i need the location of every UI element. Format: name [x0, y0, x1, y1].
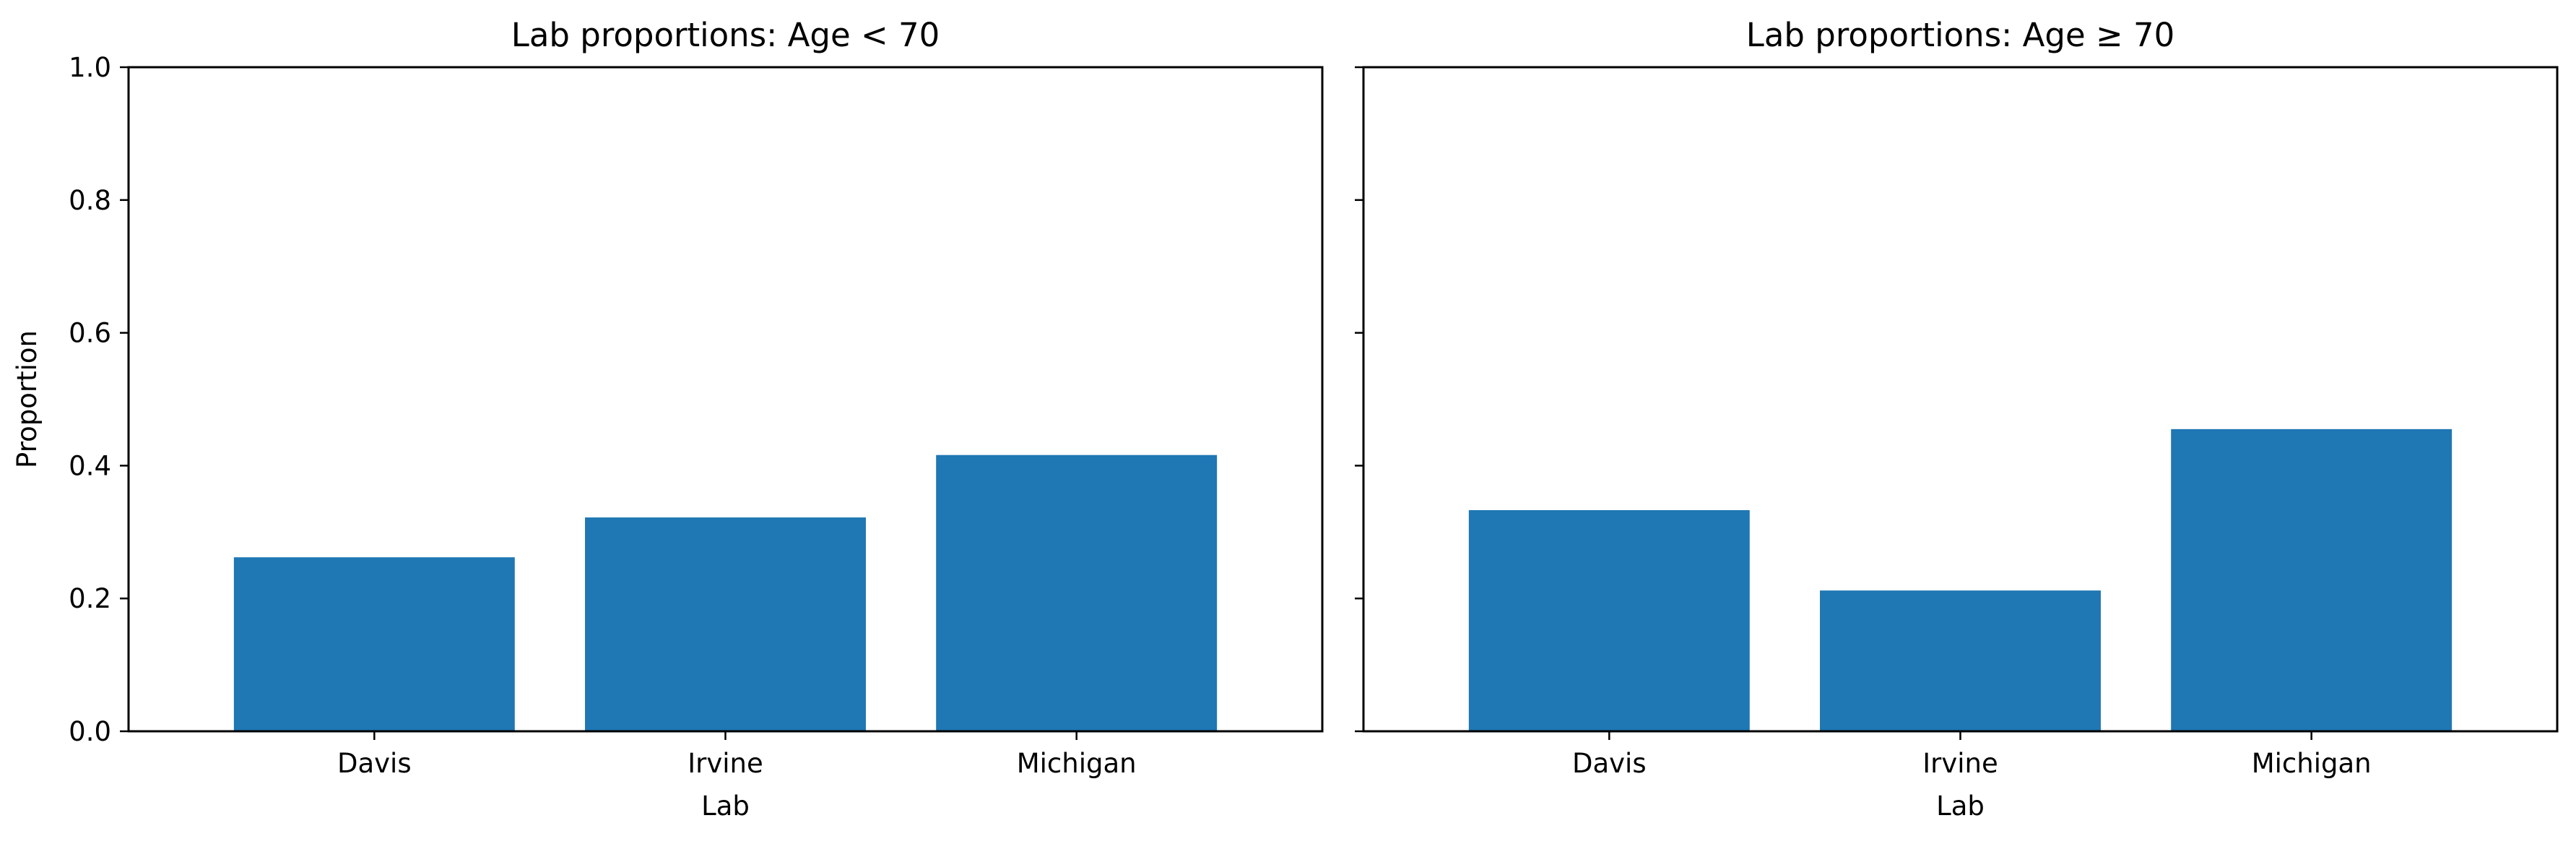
left-panel-y-tick-label: 1.0	[69, 52, 111, 83]
left-panel-y-tick-label: 0.2	[69, 583, 111, 614]
right-panel-bars	[1468, 429, 2453, 731]
left-panel-x-tick-label: Michigan	[1017, 748, 1137, 779]
right-panel-title: Lab proportions: Age ≥ 70	[1746, 16, 2174, 54]
right-panel-x-tick-label: Davis	[1572, 748, 1647, 779]
left-panel-title: Lab proportions: Age < 70	[511, 16, 940, 54]
left-panel-x-tick-label: Irvine	[688, 748, 763, 779]
right-panel-x-axis-label: Lab	[1936, 791, 1985, 822]
left-panel-bar	[585, 517, 866, 731]
left-panel-bar	[233, 557, 515, 731]
left-panel-x-tick-label: Davis	[337, 748, 412, 779]
left-panel-bar	[936, 455, 1218, 731]
right-panel-bar	[2171, 429, 2453, 731]
right-panel-ticks: Davis Irvine Michigan	[1355, 66, 2372, 779]
right-panel-frame	[1362, 66, 2559, 733]
left-panel-bars	[233, 455, 1218, 731]
left-panel-x-axis-label: Lab	[701, 791, 750, 822]
left-panel: Lab proportions: Age < 70 Lab Proportion…	[12, 16, 1324, 822]
left-panel-ticks: Davis Irvine Michigan 0.0 0.2 0.4 0.6 0.8 1.0	[69, 52, 1136, 779]
left-panel-frame	[127, 66, 1324, 733]
right-panel-bar	[1820, 590, 2101, 731]
right-panel-x-tick-label: Michigan	[2252, 748, 2372, 779]
left-panel-y-tick-label: 0.4	[69, 450, 111, 481]
right-panel-bar	[1468, 509, 1750, 731]
left-panel-y-axis-label: Proportion	[12, 330, 43, 468]
left-panel-y-tick-label: 0.8	[69, 185, 111, 216]
left-panel-y-tick-label: 0.6	[69, 318, 111, 349]
right-panel-x-tick-label: Irvine	[1922, 748, 1998, 779]
right-panel: Lab proportions: Age ≥ 70 Lab Davis Irvin…	[1355, 16, 2559, 822]
left-panel-y-tick-label: 0.0	[69, 716, 111, 747]
